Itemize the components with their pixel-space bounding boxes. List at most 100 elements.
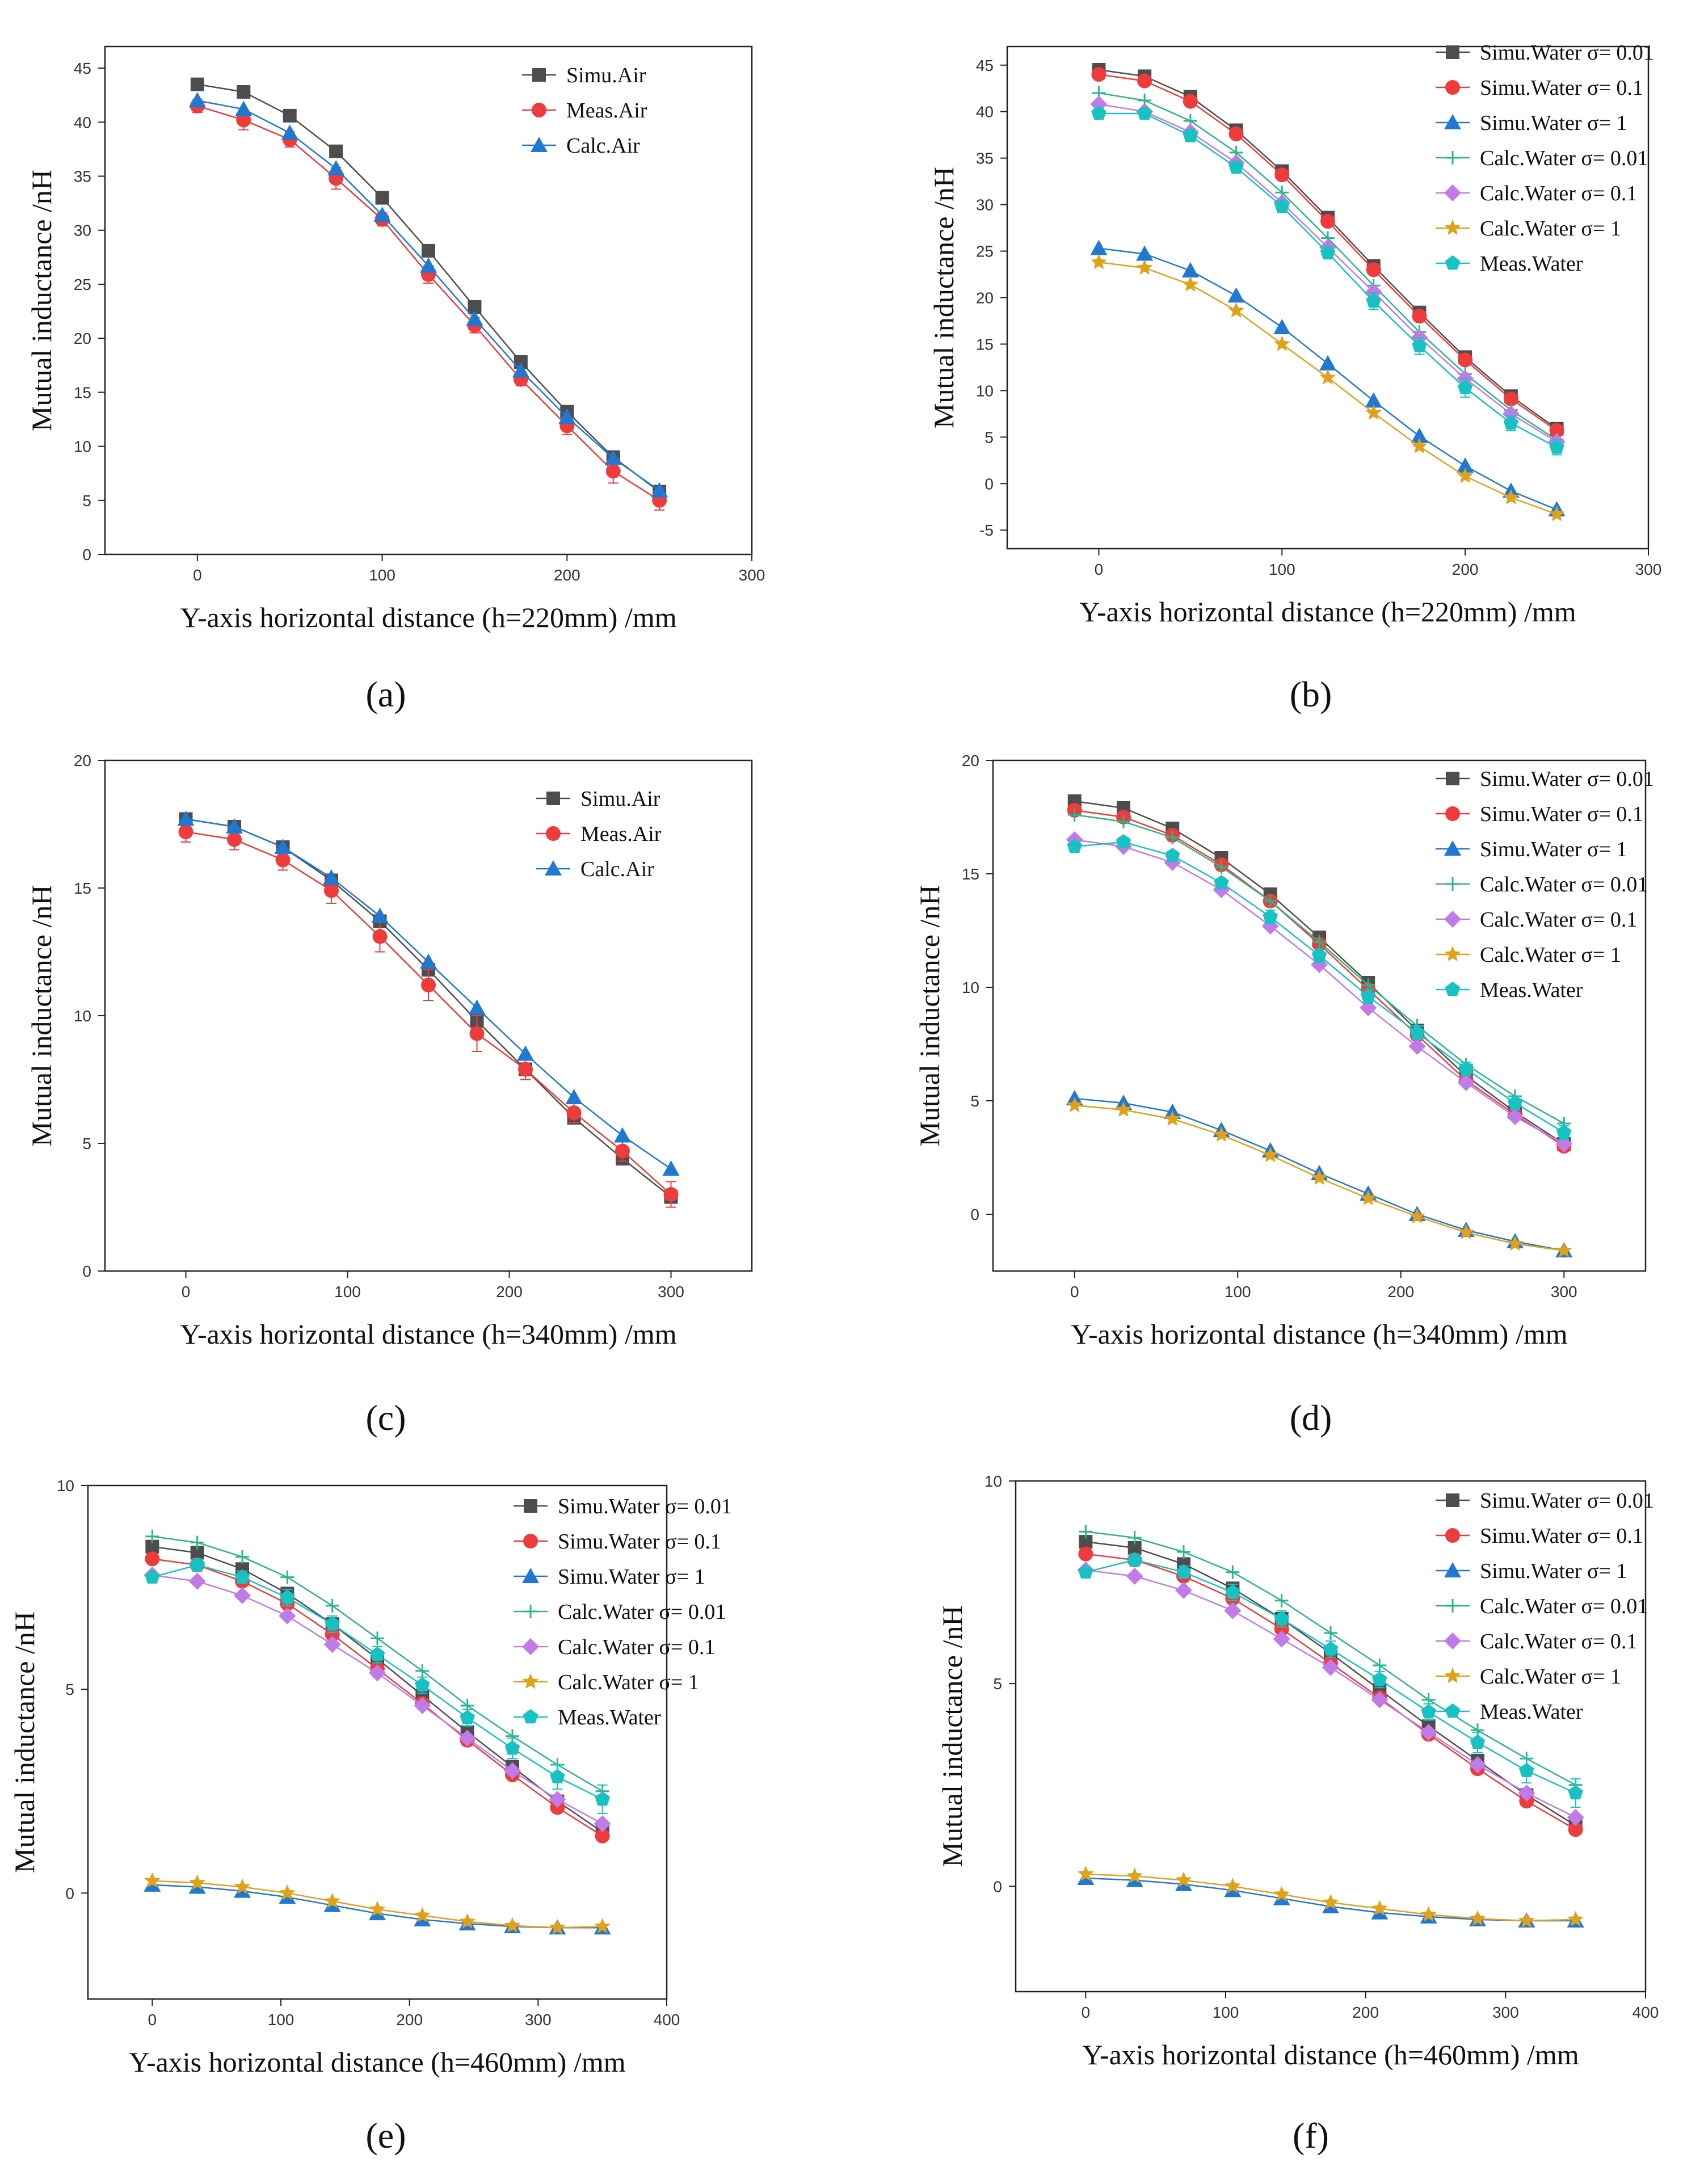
data-point [1175,1871,1192,1887]
legend-label: Simu.Water σ= 0.01 [1480,1489,1654,1513]
data-point [1213,1126,1230,1142]
y-tick-label: 25 [74,276,91,293]
legend-entry: Calc.Water σ= 0.01 [1436,1594,1648,1618]
series-meas-water [145,1557,610,1815]
data-point [512,362,529,378]
legend-entry: Simu.Air [522,64,646,87]
y-tick-label: 5 [82,492,91,510]
data-point [327,160,345,176]
legend-marker [1444,1632,1461,1649]
panel-label: (e) [365,2115,406,2156]
legend-label: Calc.Air [566,134,640,158]
data-point [1458,352,1473,368]
y-tick-label: 5 [65,1681,74,1698]
y-tick-label: 10 [74,1007,91,1025]
series-line [152,1558,603,1837]
data-point [234,1569,250,1584]
chart-panel-b: 0 100 200 300 -5 0 5 10 15 20 25 30 35 40 45 Y-axis hor… [928,41,1661,714]
chart-panel-a: 0 100 200 300 0 5 10 15 20 25 30 35 40 45 Y-axis horiz… [26,45,765,714]
legend-label: Simu.Air [566,64,646,87]
x-tick-label: 300 [1551,1283,1577,1301]
data-point [1225,1878,1241,1893]
series-line [1099,261,1558,515]
data-point [549,1919,566,1935]
x-tick-label: 100 [1269,561,1295,578]
y-axis-title: Mutual inductance /nH [26,170,57,431]
data-point [1549,423,1564,438]
data-point [145,1551,160,1567]
data-point [1274,167,1290,183]
y-tick-label: 20 [976,289,994,307]
legend-marker [1445,80,1460,95]
data-point [280,1589,295,1604]
data-point [1319,355,1336,371]
legend-entry: Calc.Water σ= 1 [514,1670,699,1694]
data-point [371,907,389,923]
legend-marker [522,1638,539,1655]
data-point [1183,94,1198,109]
data-point [188,1572,206,1590]
series-calc-water-0-1 [144,1567,611,1833]
data-point [275,852,291,868]
data-point [274,839,292,854]
panel-label: (b) [1290,674,1332,714]
data-point [518,1062,533,1077]
legend-entry: Calc.Water σ= 0.1 [514,1635,715,1659]
data-point [549,1791,566,1808]
legend-entry: Meas.Air [522,99,647,123]
legend-marker [522,1568,539,1583]
data-point [1228,159,1244,174]
y-tick-label: 10 [962,979,979,996]
legend-label: Simu.Water σ= 0.1 [1480,76,1643,100]
data-point [1320,245,1336,260]
y-tick-label: 40 [976,103,994,121]
data-point [550,1769,565,1783]
legend-label: Simu.Water σ= 0.1 [1480,1524,1643,1548]
series-simu-water-0-1 [1091,67,1564,438]
data-point [1519,1762,1534,1777]
x-axis-title: Y-axis horizontal distance (h=340mm) /mm [1071,1318,1567,1350]
data-point [178,824,193,839]
data-point [1263,894,1277,908]
data-point [415,1677,430,1692]
y-tick-label: 0 [65,1884,74,1902]
legend-label: Simu.Water σ= 0.01 [1480,767,1654,791]
data-point [1175,1581,1192,1599]
series-calc-water-1 [1091,254,1565,521]
data-point [177,810,195,826]
data-point [1274,1621,1289,1636]
y-tick-label: 0 [82,1263,91,1280]
data-point [369,1647,385,1661]
legend-label: Meas.Water [558,1706,661,1729]
x-tick-label: 0 [182,1283,191,1301]
legend-label: Calc.Water σ= 0.1 [558,1635,715,1659]
data-point [1137,73,1152,89]
data-point [1503,489,1520,504]
x-tick-label: 100 [268,2011,294,2029]
data-point [1183,128,1198,142]
data-point [1507,1108,1524,1125]
legend-label: Simu.Water σ= 1 [1480,838,1627,861]
y-tick-label: 5 [984,428,994,446]
legend-entry: Simu.Water σ= 0.1 [514,1530,721,1554]
data-point [1214,860,1228,874]
x-tick-label: 300 [525,2011,552,2029]
data-point [1177,1545,1190,1559]
data-point [1322,1893,1339,1909]
legend-entry: Meas.Water [1436,252,1583,276]
data-point [605,464,621,479]
data-point [614,1127,631,1143]
x-tick-label: 0 [1095,561,1104,578]
data-point [281,124,298,140]
legend-label: Meas.Water [1480,252,1583,276]
legend-entry: Calc.Water σ= 1 [1436,1665,1621,1689]
data-point [1091,254,1107,270]
x-tick-label: 100 [1225,1283,1251,1301]
y-tick-label: 15 [976,335,994,353]
data-point [235,100,253,116]
data-point [1164,848,1180,862]
x-tick-label: 0 [148,2011,157,2029]
y-tick-label: 40 [74,113,91,131]
data-point [1274,198,1290,213]
chart-panel-f: 0 100 200 300 400 0 5 10 Y-axis horizontal dista… [936,1472,1659,2156]
